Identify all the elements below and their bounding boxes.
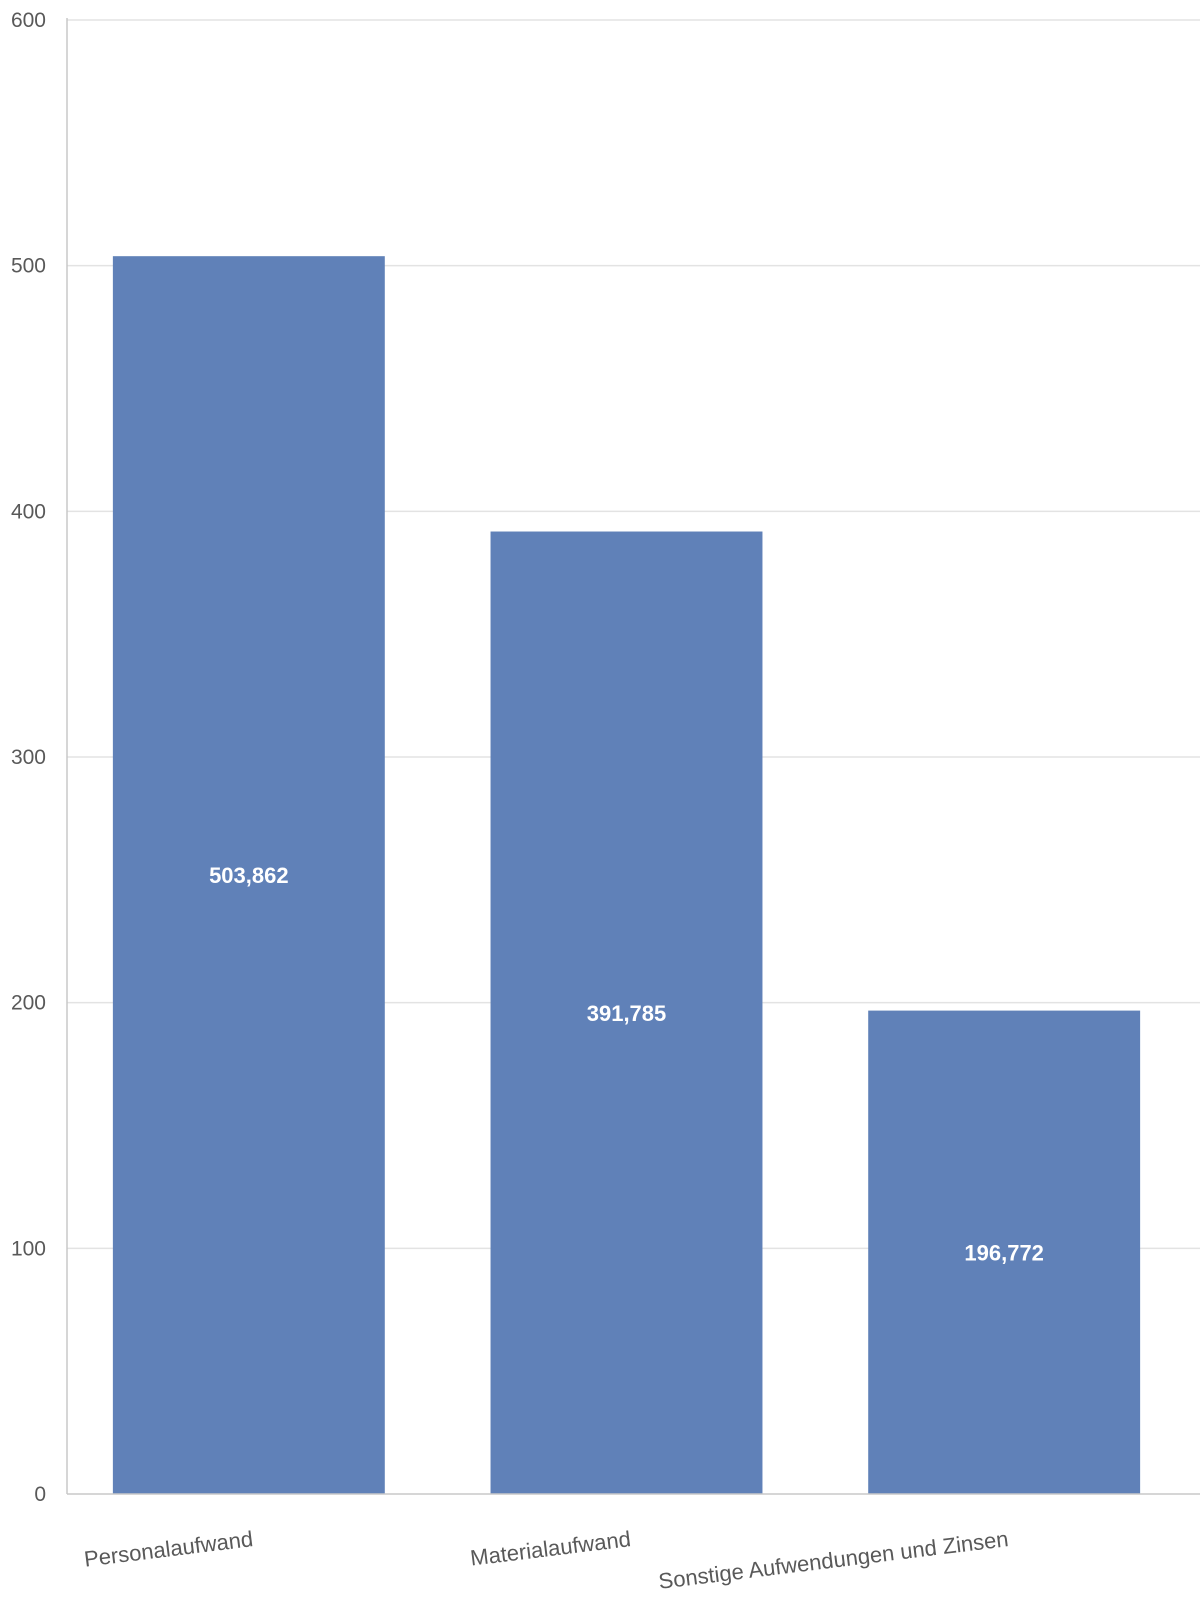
y-tick-label: 600 (11, 9, 46, 32)
bar[interactable] (868, 1010, 1141, 1494)
y-tick-label: 300 (11, 746, 46, 769)
x-axis-categories: Personalaufwand Materialaufwand Sonstige A… (83, 1526, 1010, 1594)
x-category-label: Materialaufwand (469, 1526, 632, 1570)
y-tick-label: 200 (11, 992, 46, 1015)
bars (112, 256, 1141, 1495)
bar[interactable] (490, 531, 763, 1494)
bar[interactable] (112, 256, 385, 1495)
data-labels: 503,862 391,785 196,772 (209, 863, 1044, 1265)
y-tick-label: 500 (11, 255, 46, 278)
data-label: 196,772 (964, 1240, 1044, 1265)
data-label: 503,862 (209, 863, 289, 888)
y-tick-label: 400 (11, 500, 46, 523)
y-tick-label: 0 (34, 1483, 46, 1506)
x-category-label: Personalaufwand (83, 1526, 255, 1572)
data-label: 391,785 (587, 1001, 667, 1026)
y-tick-label: 100 (11, 1237, 46, 1260)
y-axis-ticks: 0 100 200 300 400 500 600 (11, 9, 46, 1506)
x-category-label: Sonstige Aufwendungen und Zinsen (657, 1526, 1010, 1594)
